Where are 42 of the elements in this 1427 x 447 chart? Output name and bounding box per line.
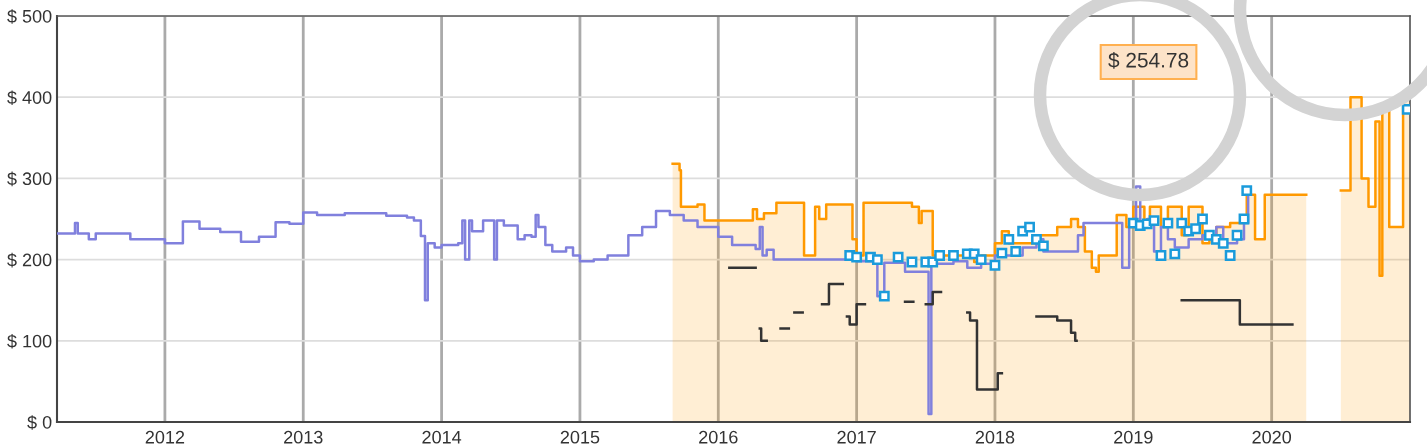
x-tick-label: 2013 <box>284 430 323 444</box>
x-tick-label: 2020 <box>1252 430 1292 444</box>
point <box>1010 246 1022 257</box>
point <box>1241 185 1253 196</box>
point <box>1217 237 1229 249</box>
point <box>1176 217 1188 229</box>
point <box>1169 248 1181 260</box>
y-tick-label: $ 300 <box>7 171 52 187</box>
point <box>989 259 1001 271</box>
y-tick-label: $ 0 <box>27 415 52 430</box>
x-tick-label: 2012 <box>145 430 185 444</box>
annotation: $ 254.78 <box>1108 51 1189 69</box>
point <box>996 247 1008 259</box>
point <box>1037 240 1049 252</box>
point <box>1224 250 1236 261</box>
y-tick-label: $ 500 <box>7 9 52 24</box>
point <box>1190 223 1201 235</box>
y-tick-label: $ 100 <box>7 333 52 349</box>
point <box>1155 250 1167 261</box>
point <box>906 256 918 268</box>
point <box>871 254 883 266</box>
x-tick-label: 2016 <box>699 430 738 444</box>
x-tick-label: 2017 <box>837 430 876 444</box>
point <box>1231 229 1243 241</box>
point <box>934 250 946 261</box>
point <box>948 250 959 261</box>
point <box>975 254 987 266</box>
point <box>1238 213 1250 225</box>
x-tick-label: 2018 <box>975 430 1015 444</box>
y-tick-label: $ 200 <box>7 252 52 268</box>
point <box>892 251 904 263</box>
x-tick-label: 2019 <box>1114 430 1153 444</box>
point <box>851 251 863 263</box>
point <box>1003 233 1015 245</box>
point <box>878 290 890 302</box>
point <box>1024 221 1035 233</box>
y-tick-label: $ 400 <box>7 90 52 105</box>
point <box>1148 215 1160 227</box>
x-tick-label: 2015 <box>560 430 600 444</box>
x-tick-label: 2014 <box>422 430 462 444</box>
point <box>1162 217 1174 229</box>
point <box>1197 213 1208 225</box>
